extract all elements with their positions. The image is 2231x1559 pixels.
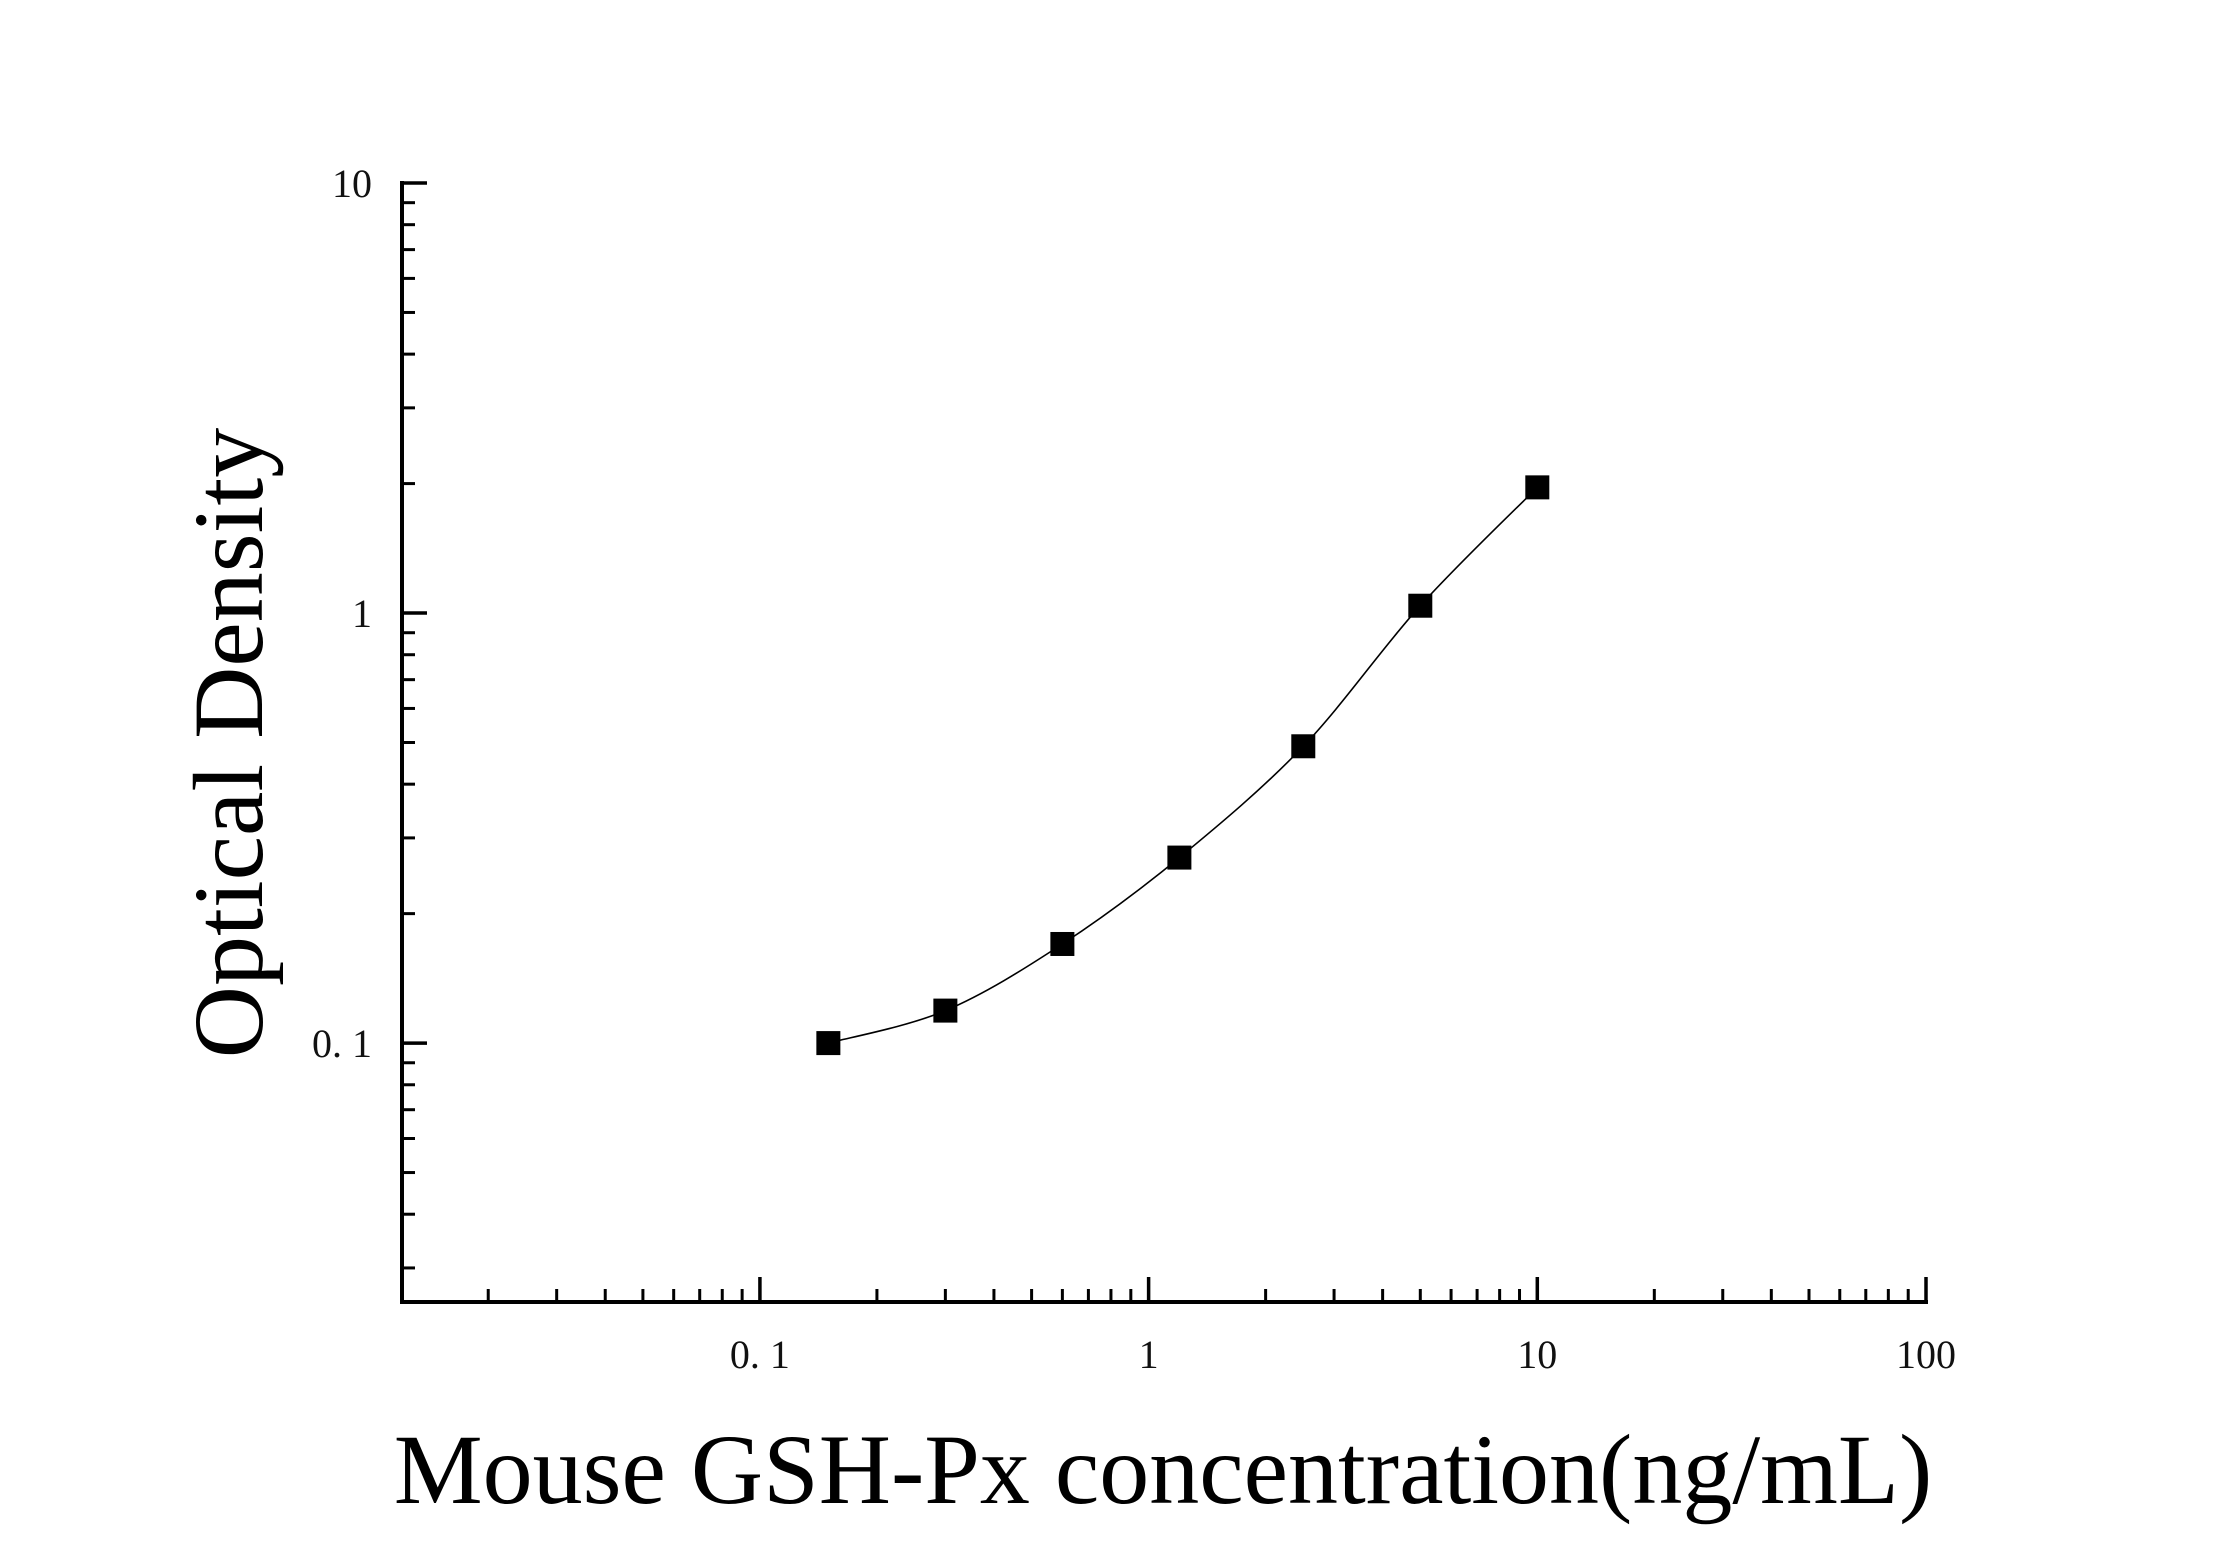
y-tick-label: 10 bbox=[332, 161, 372, 206]
x-tick-label: 100 bbox=[1896, 1332, 1956, 1377]
data-point bbox=[1050, 931, 1075, 956]
data-point bbox=[933, 998, 958, 1023]
y-tick-label: 1 bbox=[352, 591, 372, 636]
data-point bbox=[1525, 475, 1550, 500]
data-point bbox=[816, 1031, 841, 1056]
tick-labels: 0. 1 1 10 100 0. 1 1 10 bbox=[312, 161, 1956, 1377]
data-point bbox=[1408, 593, 1433, 618]
y-axis-title: Optical Density bbox=[173, 428, 284, 1058]
x-axis-title: Mouse GSH-Px concentration(ng/mL) bbox=[394, 1414, 1933, 1525]
y-tick-label: 0. 1 bbox=[312, 1021, 372, 1066]
x-tick-label: 0. 1 bbox=[730, 1332, 790, 1377]
x-tick-label: 10 bbox=[1517, 1332, 1557, 1377]
data-point bbox=[1167, 845, 1192, 870]
data-points bbox=[816, 475, 1550, 1056]
data-point bbox=[1291, 734, 1316, 759]
x-tick-label: 1 bbox=[1139, 1332, 1159, 1377]
minor-ticks bbox=[402, 201, 1910, 1302]
major-ticks bbox=[402, 181, 1928, 1302]
fit-curve bbox=[828, 486, 1538, 1044]
